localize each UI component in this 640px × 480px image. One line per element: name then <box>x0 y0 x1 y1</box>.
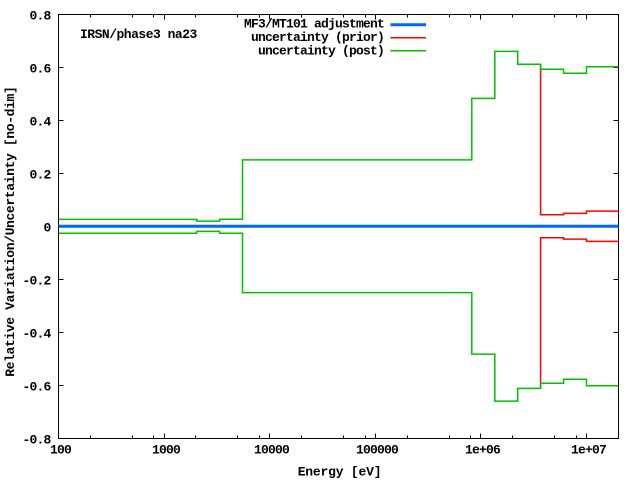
svg-text:100: 100 <box>50 443 72 458</box>
svg-text:0.4: 0.4 <box>29 115 51 130</box>
svg-text:Energy [eV]: Energy [eV] <box>298 465 382 480</box>
svg-text:1000: 1000 <box>152 443 181 458</box>
svg-text:0.2: 0.2 <box>29 168 51 183</box>
svg-text:0.6: 0.6 <box>29 62 51 77</box>
svg-text:-0.6: -0.6 <box>22 380 51 395</box>
svg-text:1e+06: 1e+06 <box>465 443 501 458</box>
svg-text:uncertainty (post): uncertainty (post) <box>258 44 384 59</box>
svg-text:0: 0 <box>43 221 51 236</box>
svg-text:1e+07: 1e+07 <box>571 443 606 458</box>
svg-text:-0.2: -0.2 <box>22 274 51 289</box>
svg-text:10000: 10000 <box>254 443 290 458</box>
svg-text:Relative Variation/Uncertainty: Relative Variation/Uncertainty [no-dim] <box>3 87 18 377</box>
svg-text:IRSN/phase3 na23: IRSN/phase3 na23 <box>80 27 198 42</box>
svg-text:-0.8: -0.8 <box>22 433 51 448</box>
svg-text:MF3/MT101 adjustment: MF3/MT101 adjustment <box>244 17 384 32</box>
svg-text:-0.4: -0.4 <box>22 327 51 342</box>
svg-text:0.8: 0.8 <box>29 9 51 24</box>
svg-text:100000: 100000 <box>356 443 399 458</box>
svg-text:uncertainty (prior): uncertainty (prior) <box>251 30 384 45</box>
